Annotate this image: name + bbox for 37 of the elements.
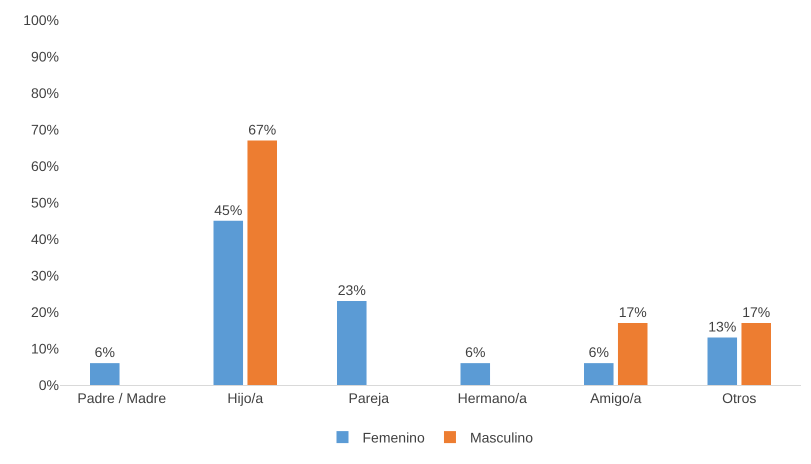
bar bbox=[214, 220, 244, 385]
bar bbox=[247, 140, 277, 385]
data-label: 17% bbox=[618, 304, 647, 320]
data-label: 23% bbox=[338, 282, 366, 298]
bar bbox=[618, 322, 648, 385]
y-tick-label: 70% bbox=[30, 121, 59, 138]
x-tick-label: Padre / Madre bbox=[77, 390, 166, 406]
x-tick-label: Otros bbox=[722, 390, 756, 406]
y-tick-label: 90% bbox=[30, 48, 59, 64]
data-label: 67% bbox=[248, 121, 276, 138]
data-label: 13% bbox=[708, 318, 736, 335]
bar bbox=[741, 322, 771, 385]
legend-label: Masculino bbox=[470, 430, 534, 446]
y-tick-label: 30% bbox=[30, 267, 59, 284]
bar bbox=[584, 363, 614, 385]
data-label: 17% bbox=[742, 304, 770, 320]
bar bbox=[90, 363, 120, 385]
data-label: 45% bbox=[214, 202, 242, 218]
data-label: 6% bbox=[94, 344, 115, 360]
y-tick-label: 10% bbox=[30, 340, 59, 356]
y-tick-label: 40% bbox=[30, 230, 59, 247]
bar bbox=[708, 338, 738, 385]
y-tick-label: 60% bbox=[30, 158, 59, 174]
data-label: 6% bbox=[465, 344, 486, 360]
y-tick-label: 100% bbox=[23, 12, 59, 28]
y-tick-label: 0% bbox=[38, 376, 59, 393]
y-tick-label: 80% bbox=[30, 84, 59, 101]
x-tick-label: Hermano/a bbox=[458, 390, 528, 406]
data-label: 6% bbox=[588, 344, 609, 360]
bar bbox=[337, 301, 367, 385]
x-tick-label: Pareja bbox=[348, 390, 390, 406]
x-tick-label: Hijo/a bbox=[227, 390, 264, 406]
legend-label: Femenino bbox=[362, 430, 425, 446]
x-tick-label: Amigo/a bbox=[590, 390, 642, 406]
y-tick-label: 50% bbox=[30, 194, 59, 210]
bar bbox=[460, 363, 490, 385]
y-tick-label: 20% bbox=[30, 304, 59, 320]
